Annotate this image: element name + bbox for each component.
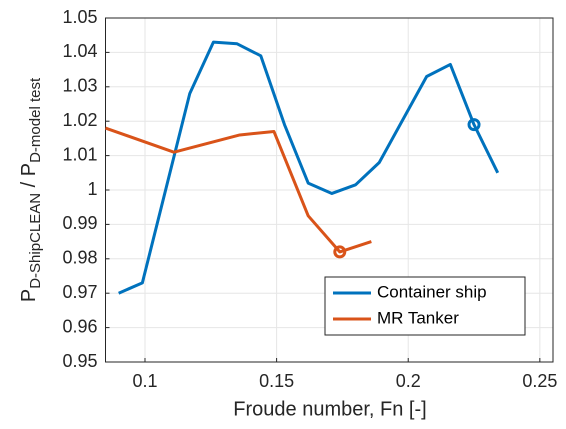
legend-box (324, 276, 526, 336)
y-tick-label: 0.97 (62, 282, 97, 302)
y-tick-label: 1.01 (62, 144, 97, 164)
y-tick-label: 0.99 (62, 213, 97, 233)
y-label-subscript: D-model test (27, 77, 44, 163)
data-line (105, 126, 372, 254)
legend-label: MR Tanker (377, 308, 459, 327)
legend-label: Container ship (377, 282, 487, 301)
axes-box (105, 17, 554, 363)
x-tick-label: 0.2 (396, 371, 421, 391)
y-tick-label: 1.05 (62, 7, 97, 27)
y-label-subscript: D-ShipCLEAN (27, 193, 44, 289)
y-tick-label: 1.03 (62, 76, 97, 96)
y-axis-label: PD-ShipCLEAN / PD-model test (18, 77, 44, 302)
y-tick-label: 1.02 (62, 110, 97, 130)
data-marker (467, 118, 481, 132)
y-tick-label: 0.96 (62, 316, 97, 336)
y-tick-label: 1.04 (62, 41, 97, 61)
y-tick-label: 0.95 (62, 351, 97, 371)
y-tick-label: 0.98 (62, 248, 97, 268)
y-tick-label: 1 (87, 179, 97, 199)
y-label-part: P (18, 289, 40, 302)
x-axis-label: Froude number, Fn [-] (233, 398, 426, 420)
x-tick-label: 0.1 (132, 371, 157, 391)
data-line (118, 40, 500, 295)
y-label-part: / P (18, 163, 40, 193)
x-tick-label: 0.15 (259, 371, 294, 391)
x-tick-label: 0.25 (522, 371, 557, 391)
data-marker (333, 245, 347, 259)
